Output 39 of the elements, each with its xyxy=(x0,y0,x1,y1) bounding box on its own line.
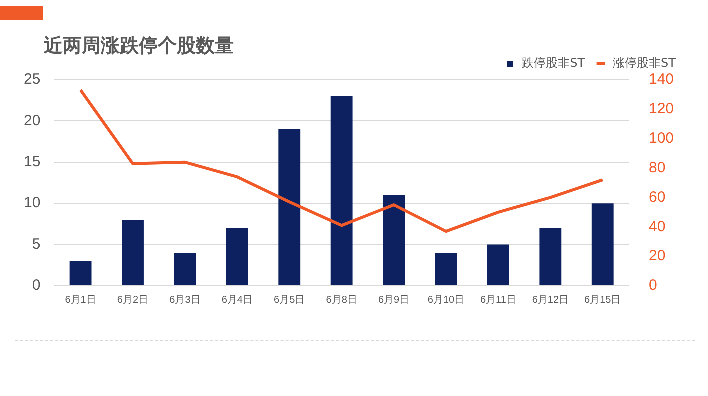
x-tick-label: 6月1日 xyxy=(65,294,96,306)
y2-tick-label: 120 xyxy=(648,100,674,118)
x-tick-label: 6月2日 xyxy=(117,294,149,306)
legend-label: 涨停股非ST xyxy=(613,56,677,70)
x-tick-label: 6月3日 xyxy=(170,294,201,306)
x-tick-label: 6月8日 xyxy=(326,294,358,306)
y-tick-label: 5 xyxy=(32,236,41,253)
y-tick-label: 20 xyxy=(24,112,41,130)
x-tick-label: 6月4日 xyxy=(222,294,253,306)
y2-tick-label: 100 xyxy=(648,130,674,147)
y2-tick-label: 140 xyxy=(648,71,674,88)
bar xyxy=(278,129,301,286)
x-tick-label: 6月11日 xyxy=(480,294,516,306)
bar xyxy=(70,261,92,286)
bar xyxy=(487,244,510,286)
y2-tick-label: 20 xyxy=(648,248,666,265)
legend-label: 跌停股非ST xyxy=(522,56,586,70)
chart-title: 近两周涨跌停个股数量 xyxy=(44,34,234,59)
y2-tick-label: 40 xyxy=(648,218,666,236)
bar xyxy=(383,195,405,286)
x-tick-label: 6月10日 xyxy=(428,294,465,306)
y2-tick-label: 80 xyxy=(648,159,666,176)
bar xyxy=(435,253,458,286)
y-tick-label: 10 xyxy=(24,194,41,212)
y2-tick-label: 0 xyxy=(648,277,658,294)
y-tick-label: 15 xyxy=(24,154,41,171)
bar xyxy=(540,228,562,286)
bar xyxy=(174,253,196,286)
bar xyxy=(122,220,144,286)
bar xyxy=(226,228,248,286)
x-tick-label: 6月12日 xyxy=(532,294,570,306)
y-tick-label: 0 xyxy=(32,277,41,294)
x-tick-label: 6月5日 xyxy=(274,294,306,306)
y2-tick-label: 60 xyxy=(648,188,666,206)
x-tick-label: 6月9日 xyxy=(378,294,410,306)
bar xyxy=(330,96,353,286)
bar xyxy=(592,204,614,286)
x-tick-label: 6月15日 xyxy=(584,294,622,306)
y-tick-label: 25 xyxy=(24,71,41,88)
